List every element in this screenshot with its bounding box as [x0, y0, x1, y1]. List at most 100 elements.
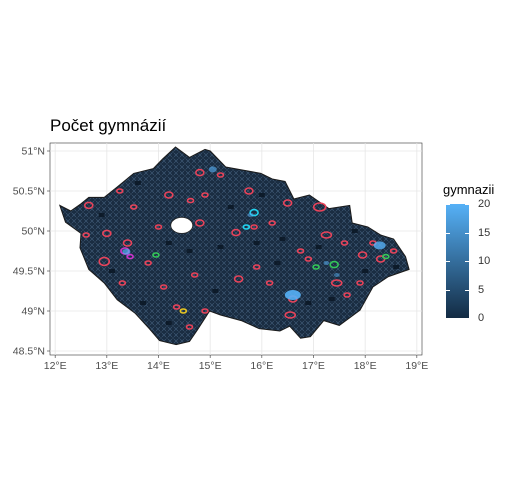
- highlighted-municipality: [356, 280, 364, 286]
- low-count-municipality: [305, 301, 312, 305]
- low-count-municipality: [351, 229, 358, 233]
- highlighted-municipality: [82, 232, 90, 238]
- y-tick-label: 50.5°N: [13, 186, 45, 198]
- highlighted-municipality: [152, 252, 160, 258]
- y-axis: 51°N 50.5°N 50°N 49.5°N 49°N 48.5°N: [13, 146, 50, 358]
- legend-tick-label: 10: [478, 255, 491, 267]
- highlighted-municipality: [190, 272, 199, 278]
- high-count-municipality: [323, 261, 330, 265]
- highlighted-municipality: [329, 260, 339, 269]
- highlighted-municipality: [201, 192, 209, 198]
- x-tick-label: 17°E: [302, 360, 325, 372]
- highlighted-municipality: [312, 202, 327, 212]
- highlighted-municipality: [102, 229, 112, 238]
- legend-tick-mark: [465, 204, 469, 205]
- highlighted-municipality: [122, 239, 133, 247]
- low-count-municipality: [258, 193, 265, 197]
- x-tick-label: 18°E: [354, 360, 377, 372]
- low-count-municipality: [165, 241, 172, 245]
- highlighted-municipality: [154, 224, 163, 230]
- x-axis: 12°E 13°E 14°E 15°E 16°E 17°E 18°E 19°E: [44, 355, 428, 372]
- highlighted-municipality: [115, 188, 124, 194]
- legend-tick-label: 0: [478, 312, 485, 324]
- highlighted-municipality: [83, 201, 94, 210]
- highlighted-municipality: [250, 224, 258, 230]
- highlighted-municipality: [164, 191, 174, 199]
- low-count-municipality: [362, 269, 369, 273]
- high-count-municipality: [122, 248, 131, 255]
- legend-colorbar: [446, 204, 469, 318]
- low-count-municipality: [253, 241, 260, 245]
- low-count-municipality: [217, 245, 224, 249]
- highlighted-municipality: [159, 284, 168, 290]
- czech-republic-municipalities: [58, 146, 410, 346]
- highlighted-municipality: [126, 253, 134, 260]
- highlighted-municipality: [244, 187, 254, 195]
- highlighted-municipality: [357, 251, 368, 259]
- x-tick-label: 16°E: [250, 360, 273, 372]
- highlighted-municipality: [231, 228, 241, 237]
- legend-tick-label: 5: [478, 283, 485, 296]
- prague-area: [170, 217, 194, 234]
- x-tick-label: 15°E: [199, 360, 222, 372]
- legend-tick-mark: [465, 261, 469, 262]
- highlighted-municipality: [242, 224, 251, 230]
- highlighted-municipality: [284, 311, 297, 319]
- high-count-municipality: [284, 290, 301, 300]
- legend-tick-label: 15: [478, 226, 491, 239]
- x-tick-label: 12°E: [44, 360, 67, 372]
- low-count-municipality: [328, 297, 335, 301]
- highlighted-municipality: [389, 248, 398, 254]
- highlighted-municipality: [172, 304, 181, 310]
- high-count-municipality: [373, 241, 386, 250]
- highlighted-municipality: [118, 280, 127, 286]
- highlighted-municipality: [312, 264, 320, 270]
- school-count-highlights: [82, 166, 400, 330]
- low-count-municipality: [227, 205, 234, 209]
- highlighted-municipality: [195, 168, 205, 177]
- highlighted-municipality: [179, 308, 188, 314]
- highlighted-municipality: [186, 197, 195, 204]
- highlighted-municipality: [320, 231, 333, 239]
- highlighted-municipality: [201, 308, 209, 314]
- y-tick-label: 49°N: [22, 306, 45, 318]
- highlighted-municipality: [252, 264, 261, 270]
- highlighted-municipality: [129, 204, 138, 210]
- low-count-municipality: [140, 301, 146, 305]
- legend-tick-mark: [446, 318, 450, 319]
- high-count-municipality: [208, 166, 217, 173]
- y-tick-label: 48.5°N: [13, 346, 45, 358]
- highlighted-municipality: [296, 248, 305, 254]
- low-count-municipality: [274, 261, 281, 265]
- highlighted-municipality: [343, 292, 351, 298]
- high-count-municipality: [247, 213, 254, 217]
- highlighted-municipality: [195, 219, 205, 227]
- highlighted-municipality: [265, 280, 274, 286]
- y-tick-label: 50°N: [22, 226, 45, 238]
- legend-tick-mark: [446, 232, 450, 234]
- legend-tick-mark: [465, 318, 469, 319]
- highlighted-municipality: [282, 199, 293, 207]
- y-tick-label: 51°N: [22, 146, 45, 158]
- legend-tick-mark: [446, 289, 450, 291]
- low-count-municipality: [279, 237, 286, 241]
- low-count-municipality: [315, 245, 322, 249]
- highlighted-municipality: [185, 324, 194, 330]
- low-count-municipality: [109, 269, 115, 273]
- highlighted-municipality: [216, 172, 225, 178]
- plot-title: Počet gymnázií: [50, 116, 167, 135]
- low-count-municipality: [393, 265, 400, 269]
- legend-title: gymnazii: [443, 182, 495, 197]
- highlighted-municipality: [249, 208, 259, 217]
- highlighted-municipality: [304, 256, 313, 262]
- highlighted-municipality: [330, 279, 343, 287]
- low-count-municipality: [165, 321, 172, 325]
- legend-tick-label: 20: [478, 198, 491, 210]
- x-tick-label: 14°E: [147, 360, 170, 372]
- x-tick-label: 13°E: [95, 360, 118, 372]
- legend-tick-mark: [465, 232, 469, 234]
- map-panel: 12°E 13°E 14°E 15°E 16°E 17°E 18°E 19°E 51°N 50.…: [13, 142, 428, 372]
- highlighted-municipality: [382, 253, 390, 260]
- low-count-municipality: [212, 289, 219, 293]
- high-count-municipality: [333, 273, 340, 277]
